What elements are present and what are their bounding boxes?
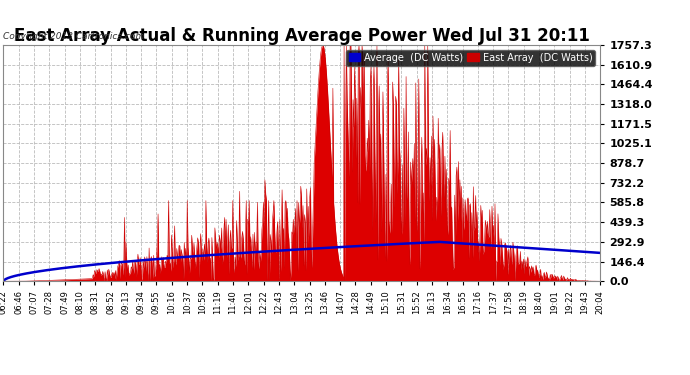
Text: Copyright 2013 Cartronics.com: Copyright 2013 Cartronics.com xyxy=(3,32,145,41)
Legend: Average  (DC Watts), East Array  (DC Watts): Average (DC Watts), East Array (DC Watts… xyxy=(346,50,595,66)
Title: East Array Actual & Running Average Power Wed Jul 31 20:11: East Array Actual & Running Average Powe… xyxy=(14,27,590,45)
